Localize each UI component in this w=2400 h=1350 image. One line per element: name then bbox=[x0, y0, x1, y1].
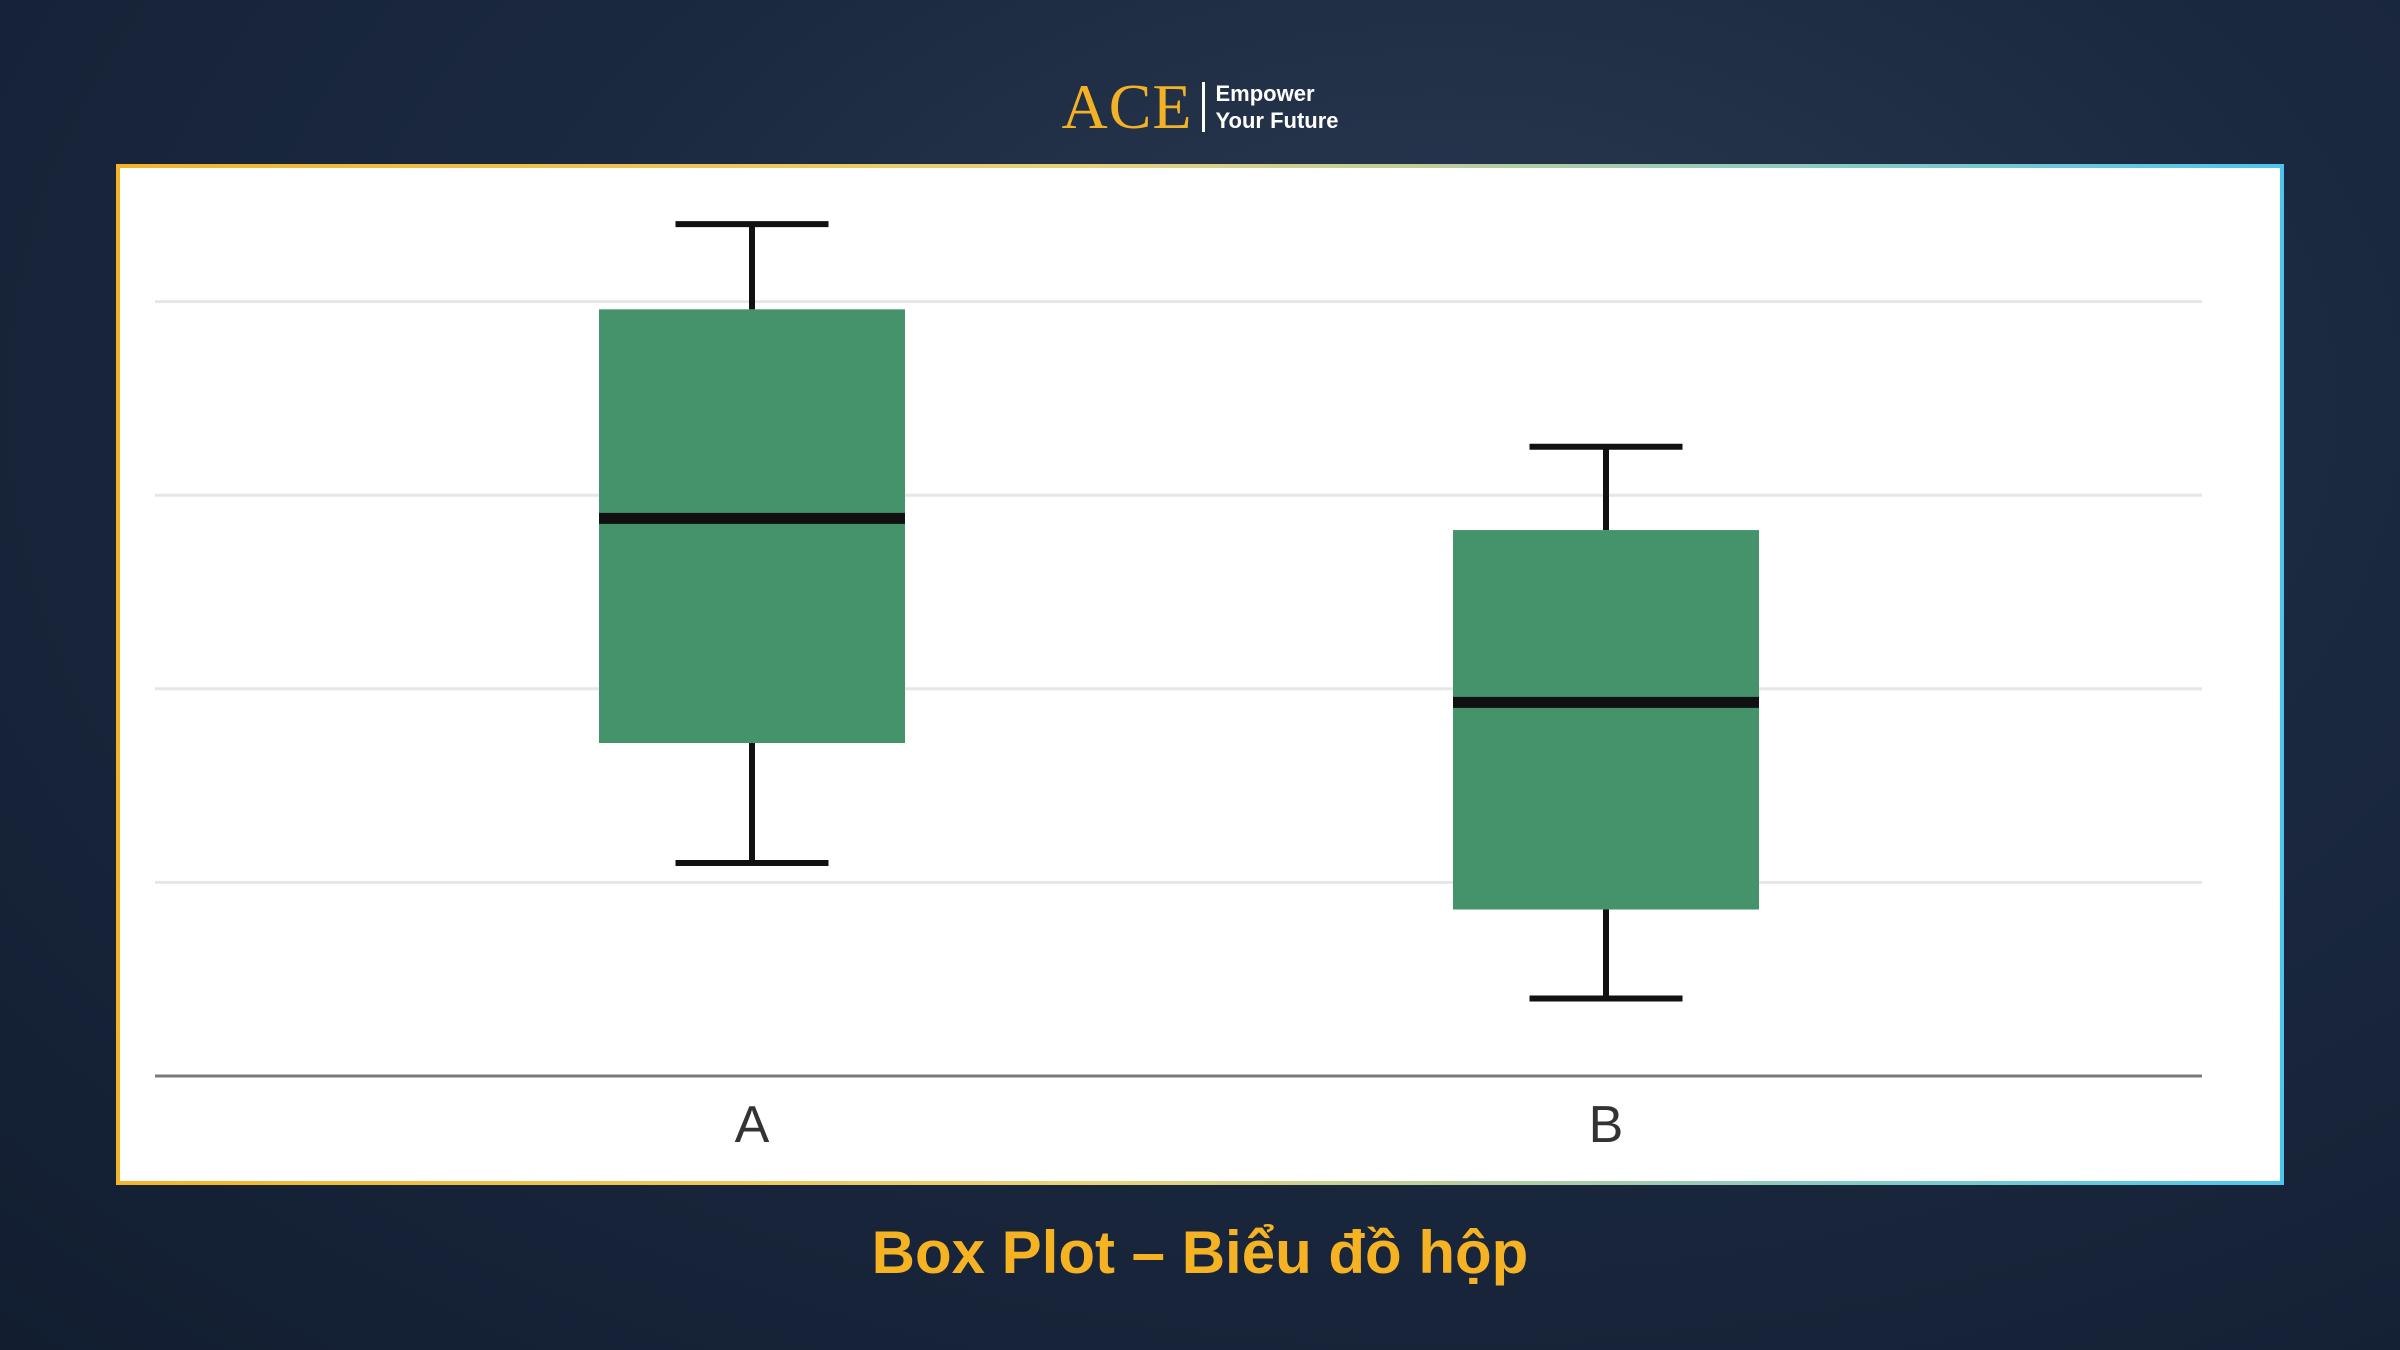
logo-line: Your Future bbox=[1215, 108, 1339, 133]
chart-title: Box Plot – Biểu đồ hộp bbox=[871, 1219, 1529, 1286]
logo-line: Empower bbox=[1215, 81, 1315, 106]
logo-separator bbox=[1202, 82, 1206, 132]
logo-tagline: Empower Your Future bbox=[1215, 80, 1338, 134]
chart-card bbox=[116, 164, 2284, 1185]
box bbox=[1453, 530, 1759, 910]
logo: ACE Empower Your Future bbox=[0, 70, 2400, 144]
box bbox=[599, 309, 905, 744]
chart-background bbox=[120, 168, 2280, 1181]
x-tick-label: A bbox=[735, 1096, 770, 1154]
x-tick-label: B bbox=[1589, 1096, 1624, 1154]
logo-main: ACE bbox=[1061, 71, 1193, 142]
